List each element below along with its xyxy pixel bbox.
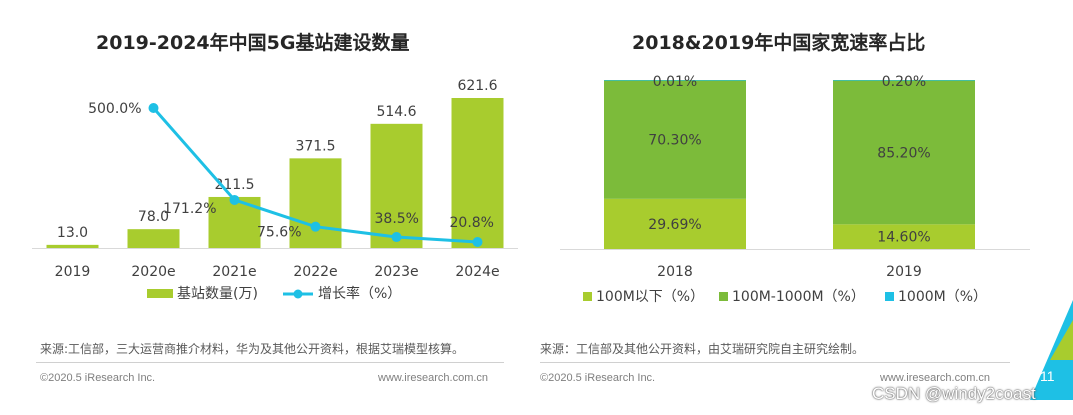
bar-label-2023e: 514.6 — [376, 104, 416, 120]
growth-label-2021e: 171.2% — [163, 201, 216, 217]
right-x-tick-2019: 2019 — [886, 264, 922, 280]
x-tick-2024e: 2024e — [455, 264, 499, 280]
bar-basestation-2020e — [127, 229, 180, 248]
segment-2019-s0-label: 14.60% — [877, 230, 930, 246]
legend-bar-swatch — [147, 289, 173, 298]
growth-point-2023e — [391, 232, 402, 243]
x-tick-2023e: 2023e — [374, 264, 418, 280]
segment-2018-s1 — [604, 80, 746, 199]
bar-label-2020e: 78.0 — [138, 209, 169, 225]
legend-line-marker — [293, 289, 303, 299]
segment-2018-s0-label: 29.69% — [648, 217, 701, 233]
left-footer-divider — [36, 362, 504, 363]
growth-label-2020e: 500.0% — [88, 101, 141, 117]
right-legend-swatch-s1 — [719, 292, 728, 301]
growth-label-2023e: 38.5% — [375, 211, 419, 227]
x-tick-2021e: 2021e — [212, 264, 256, 280]
right-source-note: 来源：工信部及其他公开资料，由艾瑞研究院自主研究绘制。 — [540, 342, 865, 356]
segment-2019-s1 — [833, 80, 975, 225]
bar-basestation-2019 — [46, 244, 99, 248]
right-legend-label-s0: 100M以下（%） — [596, 289, 704, 305]
right-chart-title: 2018&2019年中国家宽速率占比 — [632, 32, 926, 54]
segment-2018-s0 — [604, 198, 746, 249]
left-source-note: 来源:工信部，三大运营商推介材料，华为及其他公开资料，根据艾瑞模型核算。 — [40, 342, 465, 356]
legend-bar-label: 基站数量(万) — [177, 285, 258, 302]
segment-2019-s2 — [833, 80, 975, 81]
watermark: CSDN @windy2coast — [872, 384, 1036, 403]
x-tick-2020e: 2020e — [131, 264, 175, 280]
segment-2019-s0 — [833, 224, 975, 249]
page-number: 11 — [1040, 368, 1055, 384]
right-legend-swatch-s0 — [583, 292, 592, 301]
growth-point-2022e — [310, 221, 321, 232]
bar-label-2022e: 371.5 — [295, 138, 335, 154]
left-copyright: ©2020.5 iResearch Inc. — [40, 372, 156, 384]
right-footer-divider — [540, 362, 1010, 363]
segment-2018-s1-label: 70.30% — [648, 132, 701, 148]
right-x-tick-2018: 2018 — [657, 264, 693, 280]
left-url-link[interactable]: www.iresearch.com.cn — [378, 372, 489, 384]
right-copyright: ©2020.5 iResearch Inc. — [540, 372, 656, 384]
left-chart-title: 2019-2024年中国5G基站建设数量 — [96, 32, 410, 54]
segment-2018-s2-label: 0.01% — [653, 74, 697, 90]
growth-point-2024e — [472, 237, 483, 247]
growth-label-2024e: 20.8% — [450, 215, 494, 231]
bar-basestation-2022e — [289, 158, 342, 248]
right-legend-swatch-s2 — [885, 292, 894, 301]
segment-2018-s2 — [604, 80, 746, 81]
growth-point-2021e — [229, 194, 240, 205]
growth-label-2022e: 75.6% — [257, 225, 301, 241]
x-tick-2019: 2019 — [55, 264, 91, 280]
right-legend-label-s2: 1000M（%） — [898, 289, 987, 305]
bar-basestation-2024e — [451, 98, 504, 248]
segment-2019-s2-label: 0.20% — [882, 74, 926, 90]
right-url-link[interactable]: www.iresearch.com.cn — [880, 372, 991, 384]
bar-label-2024e: 621.6 — [457, 78, 497, 94]
bar-basestation-2023e — [370, 123, 423, 248]
segment-2019-s1-label: 85.20% — [877, 145, 930, 161]
growth-point-2020e — [148, 103, 159, 113]
bar-label-2019: 13.0 — [57, 225, 88, 241]
x-tick-2022e: 2022e — [293, 264, 337, 280]
right-legend-label-s1: 100M-1000M（%） — [732, 289, 865, 305]
legend-line-label: 增长率（%） — [318, 285, 401, 302]
